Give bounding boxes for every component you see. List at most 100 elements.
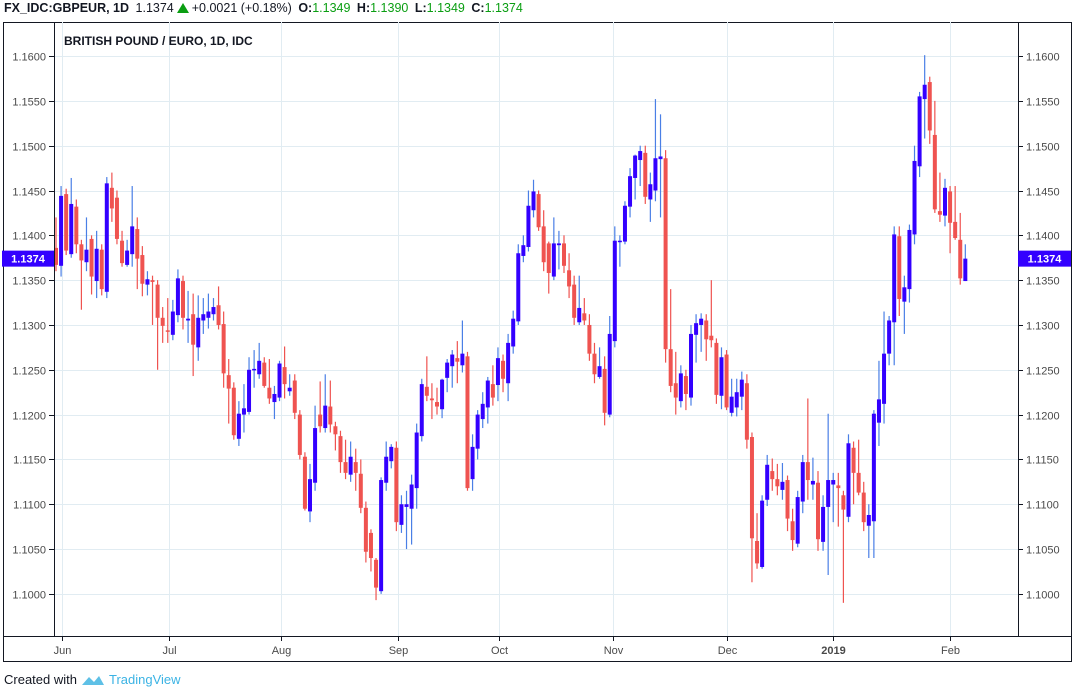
y-tick-label-left: 1.1300 [12, 321, 46, 333]
candle-down [724, 354, 729, 408]
candle-down [374, 559, 379, 588]
candle-down [790, 521, 795, 541]
candle-up [384, 456, 389, 483]
candle-up [734, 392, 739, 408]
y-tick-label-right: 1.1400 [1026, 231, 1060, 243]
x-tick-label: Oct [491, 645, 508, 657]
candle-down [927, 82, 932, 131]
candle-down [358, 473, 363, 508]
candle-down [455, 358, 460, 362]
candle-down [755, 540, 760, 564]
candle-down [775, 479, 780, 487]
candle-down [318, 414, 323, 427]
candle-down [546, 243, 551, 273]
candle-up [821, 506, 826, 542]
candle-up [689, 333, 693, 398]
candle-down [191, 314, 196, 345]
candle-up [313, 428, 318, 483]
candle-up [638, 151, 643, 161]
y-tick-label-left: 1.1600 [12, 52, 46, 64]
candle-up [506, 342, 511, 384]
candle-down [897, 236, 902, 299]
tradingview-link[interactable]: TradingView [108, 672, 181, 687]
candle-down [231, 387, 236, 436]
candle-up [348, 456, 353, 475]
candle-down [150, 280, 155, 282]
candle-up [323, 405, 328, 429]
candle-down [99, 249, 104, 290]
y-tick-label-left: 1.1100 [13, 500, 46, 512]
candle-up [69, 203, 74, 255]
candle-up [800, 462, 805, 502]
candle-down [714, 342, 719, 395]
candle-down [267, 387, 272, 399]
candle-up [612, 240, 617, 342]
candle-up [810, 480, 815, 485]
candle-down [663, 158, 668, 350]
y-tick-label-left: 1.1350 [12, 276, 46, 288]
candle-down [841, 495, 846, 510]
y-tick-label-right: 1.1250 [1026, 366, 1060, 378]
candle-up [780, 481, 785, 490]
chart-frame [3, 22, 1072, 662]
candle-down [363, 507, 368, 552]
candle-up [831, 480, 836, 485]
y-tick-label-left: 1.1000 [12, 590, 46, 602]
candle-down [948, 191, 953, 223]
high-value: 1.1390 [370, 1, 409, 15]
candle-up [653, 158, 658, 191]
candle-down [54, 247, 58, 265]
candle-down [562, 243, 566, 266]
candle-down [602, 368, 607, 413]
candle-up [892, 234, 897, 323]
candle-down [64, 194, 69, 251]
y-tick-label-left: 1.1150 [13, 455, 46, 467]
candle-down [302, 456, 307, 509]
candle-up [389, 446, 394, 462]
candle-down [643, 152, 648, 197]
candle-up [495, 358, 500, 386]
candle-up [175, 278, 180, 316]
y-tick-label-left: 1.1400 [12, 231, 46, 243]
candle-down [181, 281, 185, 318]
price-change: +0.0021 (+0.18%) [191, 1, 292, 15]
candle-up [882, 353, 887, 404]
x-tick-label: Sep [389, 645, 409, 657]
candle-up [516, 253, 521, 322]
candle-up [922, 84, 927, 100]
candle-up [206, 311, 211, 318]
candle-up [846, 443, 851, 517]
candle-up [287, 387, 292, 392]
candle-down [536, 194, 541, 228]
y-tick-label-right: 1.1450 [1026, 187, 1060, 199]
candle-down [592, 353, 597, 375]
y-tick-label-left: 1.1550 [12, 97, 46, 109]
candle-down [785, 480, 790, 519]
candle-down [816, 482, 820, 540]
last-price-marker [1018, 250, 1071, 267]
candle-down [587, 324, 592, 354]
close-label: C: [471, 1, 485, 15]
candle-up [521, 245, 526, 256]
candle-down [567, 270, 572, 287]
symbol-header: FX_IDC:GBPEUR, 1D 1.1374 +0.0021 (+0.18%)… [4, 1, 526, 15]
candle-up [597, 366, 602, 377]
x-tick-label: 2019 [821, 645, 845, 657]
candle-down [958, 239, 963, 279]
candle-up [399, 504, 404, 525]
candle-down [668, 349, 673, 386]
created-with-label: Created with [4, 672, 77, 687]
candle-down [490, 384, 495, 398]
candle-down [851, 447, 856, 473]
candle-down [368, 532, 373, 559]
candle-down [221, 324, 226, 374]
candle-up [531, 191, 536, 211]
candle-down [770, 471, 775, 480]
candle-up [170, 311, 175, 335]
candle-up [628, 176, 633, 207]
candle-down [424, 386, 429, 396]
candle-up [678, 373, 683, 402]
candle-down [338, 436, 343, 463]
candle-up [241, 408, 246, 415]
